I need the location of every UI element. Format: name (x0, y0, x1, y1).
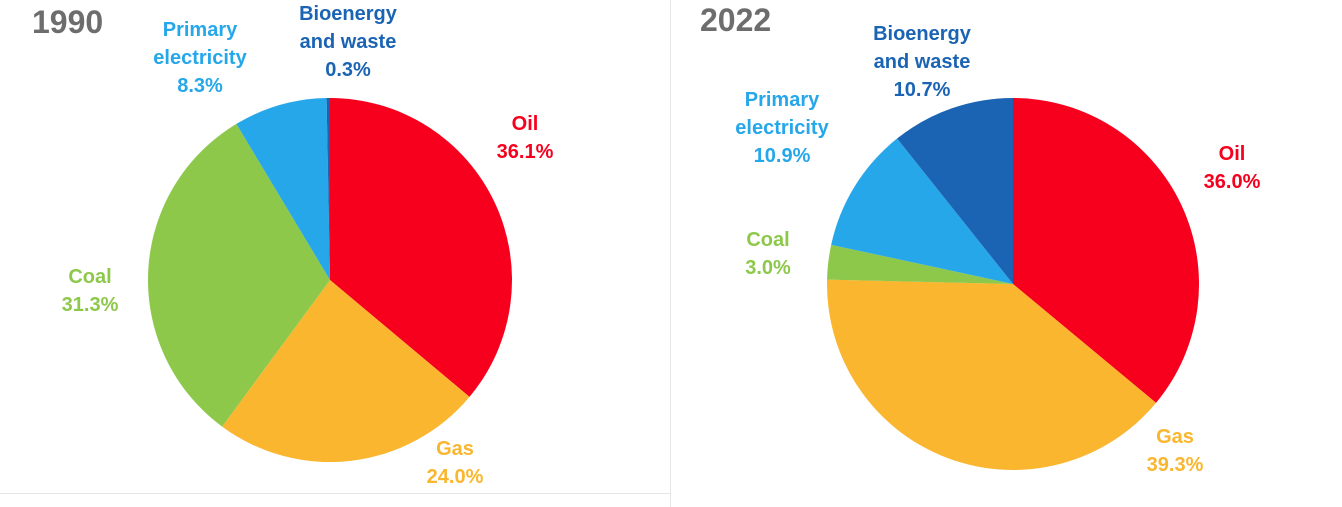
pie-2022-svg: Oil 36.0% Gas 39.3% Coal 3.0% Primary electrici… (735, 23, 1261, 476)
pie-slice-bioenergy-and-waste (897, 98, 1013, 284)
slice-label-coal: Coal 3.0% (745, 229, 791, 279)
pie-slice-coal (827, 244, 1013, 284)
pie-slice-oil (330, 98, 513, 397)
pie-slice-gas (827, 279, 1157, 470)
pie-chart-2022: 2022 Oil 36.0% Gas 39.3% Coal 3.0% Primary elec… (672, 0, 1342, 507)
chart-title-1990: 1990 (32, 4, 104, 40)
pie-slice-coal (148, 123, 330, 427)
pie-slice-bioenergy-and-waste (326, 98, 330, 280)
slice-label-coal: Coal 31.3% (62, 266, 119, 316)
slice-label-gas: Gas 24.0% (427, 438, 484, 488)
pie-slice-primary-electricity (831, 138, 1013, 284)
slice-label-bioenergy-and-waste: Bioenergy and waste 10.7% (873, 23, 972, 101)
panel-divider (670, 0, 671, 507)
pie-slice-oil (1013, 98, 1199, 403)
slice-label-bioenergy-and-waste: Bioenergy and waste 0.3% (299, 3, 398, 81)
bottom-divider (0, 493, 670, 494)
pie-chart-1990: 1990 Oil 36.1% Gas 24.0% Coal 31.3% Primary ele… (0, 0, 670, 507)
slice-label-oil: Oil 36.0% (1204, 143, 1261, 193)
slice-label-primary-electricity: Primary electricity 8.3% (153, 19, 247, 97)
slice-label-oil: Oil 36.1% (497, 113, 554, 163)
pie-1990-svg: Oil 36.1% Gas 24.0% Coal 31.3% Primary electric… (62, 3, 554, 488)
chart-title-2022: 2022 (700, 2, 772, 38)
pie-slice-gas (222, 280, 470, 463)
slice-label-primary-electricity: Primary electricity 10.9% (735, 89, 829, 167)
slice-label-gas: Gas 39.3% (1147, 426, 1204, 476)
pie-slice-primary-electricity (236, 98, 330, 280)
